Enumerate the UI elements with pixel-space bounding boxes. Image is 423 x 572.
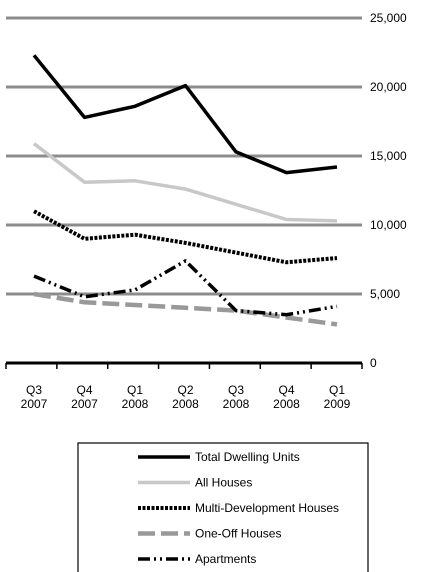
y-tick-label: 10,000: [370, 218, 407, 232]
x-tick-label: Q1 2009: [324, 383, 351, 411]
y-axis-ticks: 0 5,000 10,000 15,000 20,000 25,000: [370, 11, 407, 370]
series-line-apartments: [33, 259, 338, 317]
legend-label: Multi-Development Houses: [195, 501, 339, 515]
x-tick-label: Q4 2007: [71, 383, 98, 411]
x-tick-label: Q1 2008: [122, 383, 149, 411]
x-tick-label: Q2 2008: [172, 383, 199, 411]
x-axis: Q3 2007 Q4 2007 Q1 2008 Q2 2008 Q3 2008 Q4 2008 Q1 20…: [5, 361, 363, 411]
series-line-total-dwelling-units: [32, 54, 338, 175]
y-tick-label: 25,000: [370, 11, 407, 25]
series-line-multi-development-houses: [33, 209, 338, 265]
x-tick-label: Q3 2008: [223, 383, 250, 411]
legend-label: One-Off Houses: [195, 527, 281, 541]
series-line-all-houses: [32, 142, 338, 223]
legend-label: Total Dwelling Units: [195, 450, 300, 464]
legend-box: [77, 442, 369, 572]
legend: Total Dwelling Units All Houses Multi-Deve…: [77, 442, 369, 572]
y-tick-label: 5,000: [370, 287, 400, 301]
gridlines: [6, 16, 362, 296]
x-tick-label: Q3 2007: [21, 383, 48, 411]
legend-label: Apartments: [195, 552, 256, 566]
series-line-one-off-houses: [33, 291, 338, 327]
y-tick-label: 20,000: [370, 80, 407, 94]
x-tick-label: Q4 2008: [273, 383, 300, 411]
y-tick-label: 0: [370, 356, 377, 370]
series-lines: [32, 54, 338, 327]
y-tick-label: 15,000: [370, 149, 407, 163]
legend-label: All Houses: [195, 476, 252, 490]
